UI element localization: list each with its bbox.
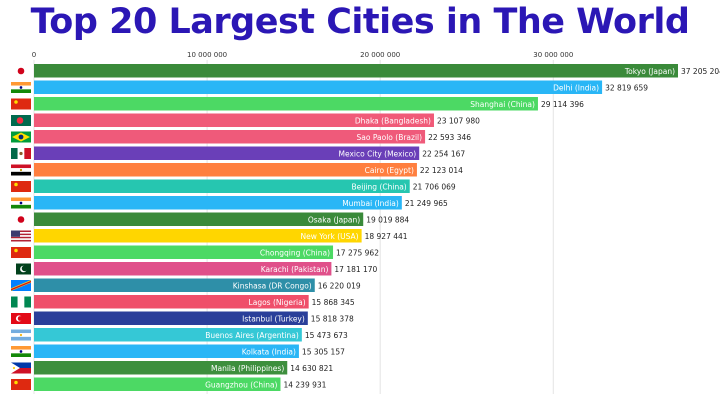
bar — [34, 245, 334, 259]
mexico-flag-icon — [11, 148, 31, 159]
china-flag-icon — [11, 379, 31, 390]
turkey-flag-icon — [11, 313, 31, 324]
bar-category-label: Kinshasa (DR Congo) — [233, 282, 312, 291]
bar — [34, 361, 288, 375]
bar-category-label: Cairo (Egypt) — [365, 166, 414, 175]
bar — [34, 328, 302, 342]
india-flag-icon — [11, 197, 31, 209]
bar — [34, 196, 402, 210]
bar — [34, 113, 434, 127]
bar-value-label: 21 249 965 — [405, 199, 448, 208]
bar-category-label: Tokyo (Japan) — [624, 67, 675, 76]
bar-value-label: 29 114 396 — [541, 100, 584, 109]
bar-category-label: Mexico City (Mexico) — [339, 150, 417, 159]
bar-value-label: 21 706 069 — [413, 183, 456, 192]
bar — [34, 163, 417, 177]
chart-title: Top 20 Largest Cities in The World — [30, 2, 690, 42]
bar-category-label: Delhi (India) — [553, 84, 599, 93]
bar-category-label: Mumbai (India) — [342, 199, 399, 208]
china-flag-icon — [11, 247, 31, 258]
bar-value-label: 22 254 167 — [422, 150, 465, 159]
bar-category-label: New York (USA) — [301, 232, 359, 241]
bar-category-label: Karachi (Pakistan) — [261, 265, 329, 274]
bar-value-label: 15 305 157 — [302, 348, 345, 357]
bar — [34, 212, 364, 226]
egypt-flag-icon — [11, 164, 31, 176]
nigeria-flag-icon — [11, 296, 31, 308]
bar — [34, 311, 308, 325]
bar — [34, 179, 410, 193]
bar — [34, 377, 281, 391]
bar-value-label: 14 630 821 — [290, 364, 333, 373]
bar — [34, 278, 315, 292]
bar-category-label: Istanbul (Turkey) — [242, 315, 305, 324]
bar-value-label: 15 868 345 — [312, 298, 355, 307]
bar-value-label: 37 205 204 — [681, 67, 720, 76]
bar — [34, 229, 362, 243]
bar — [34, 146, 420, 160]
bar-category-label: Osaka (Japan) — [308, 216, 360, 225]
x-tick-label: 20 000 000 — [360, 51, 400, 59]
india-flag-icon — [11, 346, 31, 357]
bar-category-label: Dhaka (Bangladesh) — [355, 117, 431, 126]
brazil-flag-icon — [11, 131, 31, 143]
x-tick-label: 30 000 000 — [533, 51, 573, 59]
dr-congo-flag-icon — [11, 280, 31, 291]
bar — [34, 97, 538, 111]
bar-category-label: Sao Paolo (Brazil) — [357, 133, 423, 142]
bangladesh-flag-icon — [11, 115, 31, 126]
bar-value-label: 18 927 441 — [365, 232, 408, 241]
bar — [34, 344, 299, 358]
china-flag-icon — [11, 181, 31, 192]
x-tick-label: 0 — [32, 51, 36, 59]
bar — [34, 262, 332, 276]
bar-value-label: 22 593 346 — [428, 133, 471, 142]
bar — [34, 295, 309, 309]
bar-category-label: Shanghai (China) — [470, 100, 535, 109]
bar-value-label: 15 818 378 — [311, 315, 354, 324]
bar-category-label: Manila (Philippines) — [211, 364, 284, 373]
bar-value-label: 16 220 019 — [318, 282, 361, 291]
bar-value-label: 14 239 931 — [283, 381, 326, 390]
bar-value-label: 19 019 884 — [366, 216, 409, 225]
bar-value-label: 22 123 014 — [420, 166, 463, 175]
bar-category-label: Lagos (Nigeria) — [249, 298, 306, 307]
bar-category-label: Chongqing (China) — [260, 249, 330, 258]
bar — [34, 80, 603, 94]
bar-value-label: 17 275 962 — [336, 249, 379, 258]
x-tick-label: 10 000 000 — [187, 51, 227, 59]
philippines-flag-icon — [11, 362, 31, 374]
bar-value-label: 15 473 673 — [305, 331, 348, 340]
bar-category-label: Guangzhou (China) — [205, 381, 277, 390]
bar — [34, 130, 426, 144]
bar-category-label: Kolkata (India) — [242, 348, 296, 357]
bar-category-label: Buenos Aires (Argentina) — [205, 331, 299, 340]
japan-flag-icon — [11, 214, 31, 225]
india-flag-icon — [11, 82, 31, 93]
bar-value-label: 32 819 659 — [605, 84, 648, 93]
bar-value-label: 17 181 170 — [334, 265, 377, 274]
usa-flag-icon — [11, 230, 31, 242]
bar — [34, 64, 678, 78]
argentina-flag-icon — [11, 329, 31, 341]
japan-flag-icon — [11, 65, 31, 77]
china-flag-icon — [11, 98, 31, 110]
pakistan-flag-icon — [11, 263, 31, 275]
bar-category-label: Beijing (China) — [352, 183, 407, 192]
bar-value-label: 23 107 980 — [437, 117, 480, 126]
